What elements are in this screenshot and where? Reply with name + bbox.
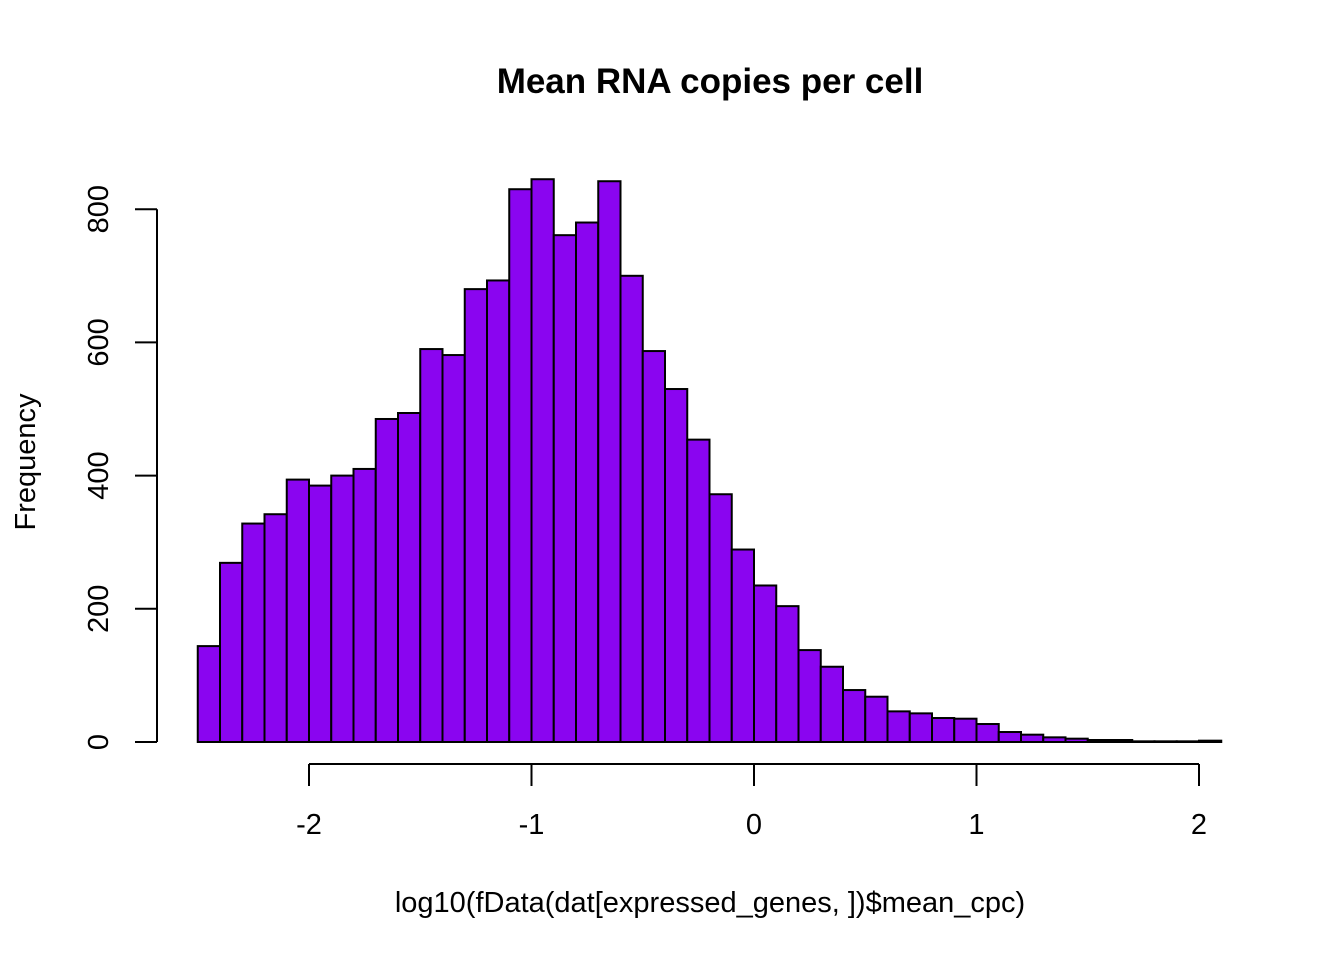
histogram-bar [397,412,422,743]
y-axis: 0 200 400 600 800 [83,185,158,750]
histogram-bar [886,710,911,743]
histogram-bar [486,279,511,743]
x-tick-label: 2 [1191,809,1207,841]
histogram-bar [241,522,266,743]
histogram-bar [975,723,1000,744]
histogram-bar [775,605,800,744]
histogram-bar [908,712,933,743]
histogram-bar [1020,733,1045,743]
histogram-bar [753,584,778,743]
histogram-bar [1175,740,1200,744]
histogram-bar [330,474,355,743]
histogram-bar [641,350,666,743]
chart-title: Mean RNA copies per cell [497,62,924,101]
histogram-bar [1064,737,1089,743]
histogram-bar [374,417,399,743]
histogram-bar [1086,739,1111,743]
x-tick-label: -1 [519,809,545,841]
histogram-bar [308,484,333,743]
histogram-bar [1198,739,1223,743]
y-tick-label: 600 [83,318,115,366]
histogram-bar [597,180,622,744]
histogram-bar [686,438,711,743]
histogram-bar [530,178,555,744]
histogram-bar [708,493,733,743]
x-tick-label: 0 [746,809,762,841]
histogram-bar [196,645,221,743]
histogram-bar [619,274,644,743]
histogram-bar [1109,739,1134,743]
histogram-bar [1153,740,1178,744]
y-tick-label: 0 [83,734,115,750]
histogram-bar [664,388,689,743]
histogram-bar [219,561,244,743]
x-tick-label: 1 [968,809,984,841]
y-tick-label: 400 [83,451,115,499]
y-tick-label: 200 [83,585,115,633]
histogram-bar [864,695,889,744]
histogram-bar [931,717,956,744]
x-tick-label: -2 [296,809,322,841]
histogram-bar [730,548,755,744]
histogram-bar [575,221,600,743]
histogram-bar [953,717,978,744]
histogram-bar [263,513,288,743]
y-axis-label: Frequency [10,393,42,531]
histogram-bar [285,478,310,743]
x-axis-label: log10(fData(dat[expressed_genes, ])$mean… [395,887,1025,919]
histogram-bar [508,188,533,744]
histogram-bars [196,178,1223,744]
histogram-bar [997,731,1022,744]
histogram-bar [463,288,488,743]
histogram-bar [552,234,577,743]
histogram-bar [441,354,466,743]
histogram-bar [819,665,844,743]
histogram-bar [797,649,822,744]
histogram-bar [842,689,867,743]
x-axis: -2 -1 0 1 2 [296,763,1207,841]
histogram-bar [419,348,444,743]
histogram-bar [352,467,377,743]
histogram-bar [1131,740,1156,744]
histogram-bar [1042,736,1067,744]
y-tick-label: 800 [83,185,115,233]
